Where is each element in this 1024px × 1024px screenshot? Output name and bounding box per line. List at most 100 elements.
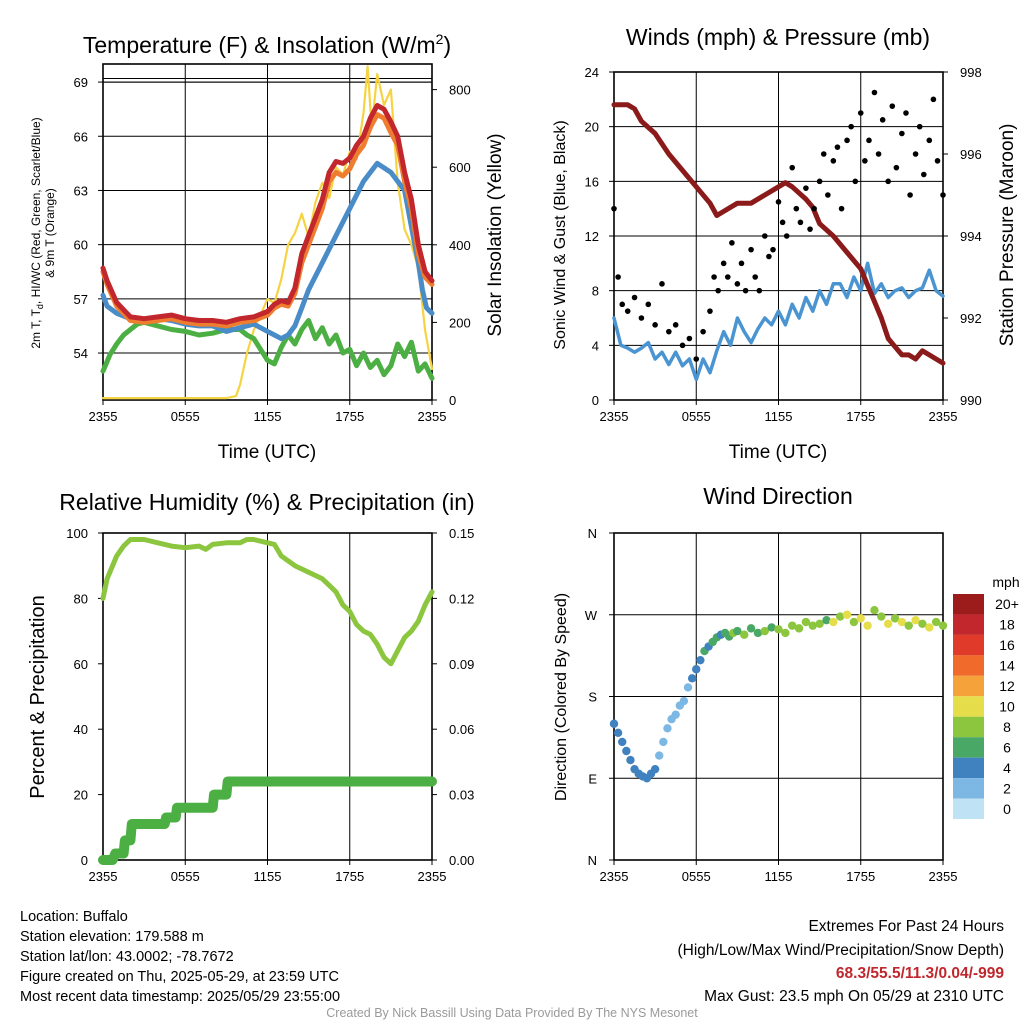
direction-ytick-label: N: [588, 526, 597, 541]
gust-point: [793, 205, 800, 212]
gust-point: [686, 335, 693, 342]
humidity-ylabel-left: Percent & Precipitation: [27, 595, 49, 798]
precipitation-line: [98, 776, 437, 865]
colorbar-swatch: [953, 696, 984, 717]
direction-ytick-label: S: [588, 690, 597, 705]
extremes-legend: (High/Low/Max Wind/Precipitation/Snow De…: [677, 942, 1005, 959]
direction-point: [692, 665, 701, 674]
direction-point: [835, 612, 845, 621]
direction-ytick-label: W: [585, 608, 598, 623]
relative-humidity-line: [100, 537, 435, 667]
winds-xtick-label: 0555: [682, 409, 711, 424]
gust-point: [638, 315, 645, 321]
direction-xtick-label: 2355: [929, 869, 958, 884]
gust-point: [724, 274, 731, 280]
gust-point: [624, 308, 631, 314]
temperature-ytick-right-label: 600: [449, 160, 471, 175]
gust-point: [775, 199, 782, 205]
gust-point: [666, 328, 672, 335]
gust-point: [825, 192, 831, 198]
direction-ylabel-left: Direction (Colored By Speed): [553, 593, 570, 801]
temperature-ylabel-left: 2m T, Td, HI/WC (Red, Green, Scarlet/Blu…: [29, 117, 45, 348]
gust-point: [820, 151, 827, 157]
gust-point: [679, 342, 686, 349]
direction-point: [740, 630, 749, 639]
max-gust-text: Max Gust: 23.5 mph On 05/29 at 2310 UTC: [704, 988, 1004, 1005]
temperature-title: Temperature (F) & Insolation (W/m2): [83, 31, 451, 58]
gust-point: [903, 110, 909, 116]
winds-ytick-label: 0: [592, 393, 599, 408]
temperature-ylabel-left-2: & 9m T (Orange): [43, 188, 57, 278]
winds-ytick-label: 8: [592, 284, 599, 299]
gust-point: [893, 164, 900, 171]
gust-point: [615, 274, 621, 280]
humidity-ytick-right-label: 0.12: [449, 591, 474, 606]
gust-point: [866, 137, 872, 144]
direction-point: [904, 621, 913, 630]
humidity-xtick-label: 2355: [418, 869, 447, 884]
humidity-ytick-label: 40: [74, 722, 88, 737]
gust-point: [916, 123, 923, 130]
winds-plot: 0 4 8 12 16 20 24 990 992 994 996 998 2355 0555 1155 17…: [585, 65, 982, 424]
gust-point: [926, 137, 933, 144]
temperature-xtick-label: 2355: [89, 409, 118, 424]
gust-point: [844, 137, 850, 144]
winds-ytick-right-label: 998: [960, 65, 982, 80]
humidity-ytick-label: 0: [81, 853, 88, 868]
direction-point: [931, 617, 941, 627]
gust-point: [940, 192, 946, 198]
direction-point: [856, 614, 865, 623]
direction-point: [760, 626, 769, 636]
direction-point: [918, 619, 927, 629]
direction-point: [842, 610, 852, 619]
humidity-ytick-right-label: 0.09: [449, 657, 474, 672]
direction-point: [746, 624, 756, 633]
gust-point: [899, 130, 905, 137]
direction-point: [801, 617, 811, 627]
gust-point: [921, 171, 927, 178]
direction-point: [815, 619, 824, 629]
colorbar-title: mph: [992, 574, 1019, 590]
direction-point: [613, 728, 623, 738]
winds-title: Winds (mph) & Pressure (mb): [626, 24, 930, 50]
gust-point: [797, 219, 804, 226]
humidity-ytick-label: 80: [74, 591, 88, 606]
gust-point: [672, 322, 679, 328]
direction-panel: Wind Direction Direction (Colored By Spe…: [553, 483, 1020, 884]
gust-point: [885, 178, 891, 185]
humidity-xtick-label: 2355: [89, 869, 118, 884]
direction-point: [774, 625, 783, 634]
direction-point: [609, 719, 619, 728]
gust-point: [748, 246, 754, 253]
gust-point: [879, 117, 886, 123]
winds-ytick-right-label: 994: [960, 229, 982, 244]
humidity-plot: 0 20 40 60 80 100 0.00 0.03 0.06 0.09 0.12 0.15 2355…: [66, 526, 474, 884]
colorbar: 20+ 18 16 14 12 10 8 6 4 2 0: [953, 594, 1019, 819]
gust-point: [875, 151, 882, 157]
direction-point: [925, 623, 934, 632]
colorbar-label: 2: [1003, 780, 1011, 796]
humidity-ytick-right-label: 0.00: [449, 853, 474, 868]
gust-point: [734, 281, 741, 287]
gust-point: [811, 205, 817, 212]
direction-point: [808, 621, 817, 630]
colorbar-swatch: [953, 634, 984, 656]
colorbar-swatch: [953, 778, 984, 799]
direction-point: [618, 737, 627, 747]
temperature-xlabel: Time (UTC): [218, 442, 317, 463]
humidity-ytick-right-label: 0.03: [449, 788, 474, 803]
gust-point: [693, 356, 700, 362]
colorbar-swatch: [953, 716, 984, 738]
colorbar-label: 0: [1003, 801, 1011, 817]
colorbar-swatch: [953, 614, 984, 635]
gust-point: [803, 185, 809, 191]
colorbar-swatch: [953, 737, 984, 758]
temperature-ytick-label: 69: [74, 75, 88, 90]
direction-point: [788, 621, 797, 630]
temperature-ytick-right-label: 400: [449, 238, 471, 253]
winds-ytick-label: 4: [592, 338, 599, 353]
temperature-plot: 54 57 60 63 66 69 0 200 400 600 800 2355 0555 1155 175…: [74, 63, 471, 424]
winds-ytick-label: 20: [585, 120, 599, 135]
gust-point: [711, 274, 717, 280]
humidity-panel: Relative Humidity (%) & Precipitation (i…: [27, 489, 475, 884]
